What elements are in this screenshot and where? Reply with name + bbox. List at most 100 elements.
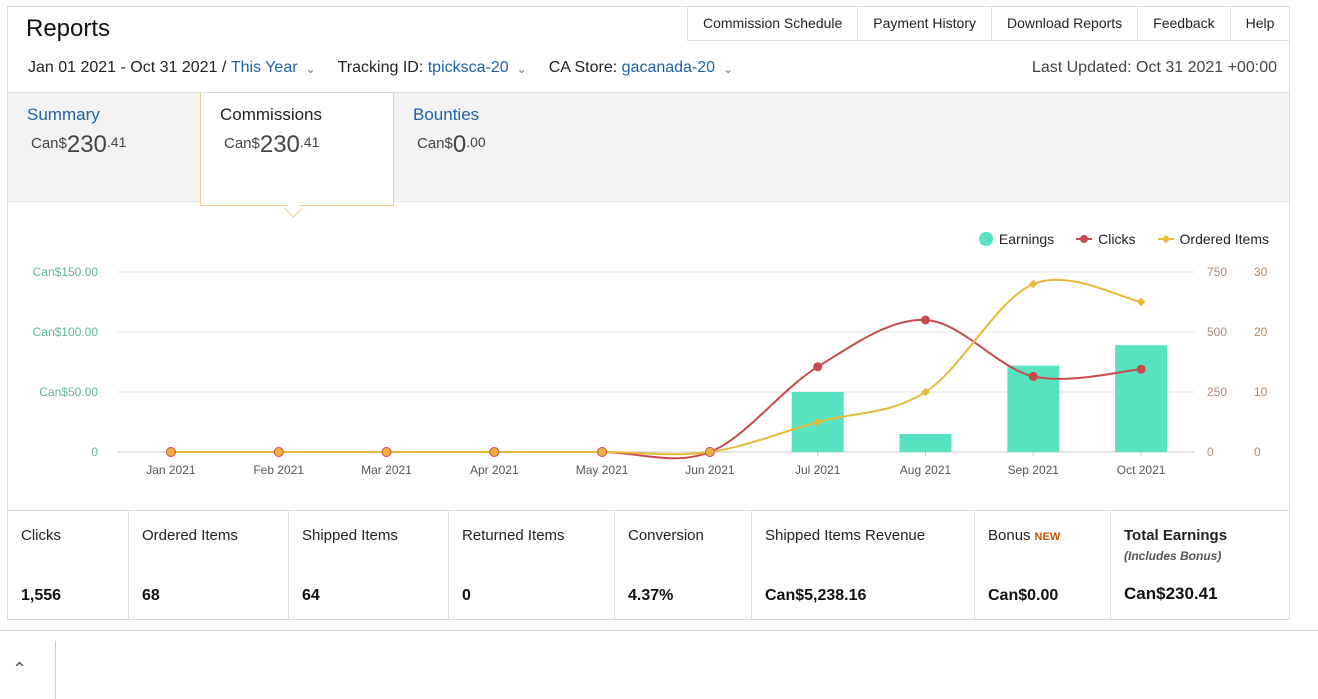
stat-label: Conversion (628, 527, 704, 544)
x-axis-tick-label: Jan 2021 (146, 463, 196, 477)
summary-whole: 230 (66, 131, 107, 158)
zero-point (273, 447, 284, 457)
earnings-bar (899, 434, 952, 452)
stat-value: Can$0.00 (988, 587, 1059, 604)
stat-returned-items: Returned Items 0 (449, 511, 615, 620)
download-reports-tab[interactable]: Download Reports (992, 6, 1139, 40)
ordered-axis-tick-label: 0 (1254, 445, 1261, 459)
clicks-axis-tick-label: 0 (1207, 445, 1214, 459)
zero-point (704, 447, 715, 457)
zero-point (597, 447, 608, 457)
stat-label: Shipped Items Revenue (765, 527, 926, 544)
earnings-legend-icon (978, 232, 993, 246)
clicks-point (921, 315, 930, 325)
stat-value: 1,556 (21, 587, 62, 604)
bonus-label: Bonus (988, 527, 1031, 544)
bounties-tab[interactable]: Bounties Can$0.00 (394, 93, 588, 201)
clicks-axis-tick-label: 500 (1207, 325, 1227, 339)
stat-label: Total Earnings (1124, 527, 1228, 544)
clicks-legend-icon (1076, 235, 1093, 243)
x-axis-tick-label: Feb 2021 (253, 463, 304, 477)
x-axis-tick-label: May 2021 (576, 463, 629, 477)
ordered-axis-tick-label: 20 (1254, 325, 1268, 339)
feedback-tab[interactable]: Feedback (1138, 6, 1231, 40)
legend-clicks[interactable]: Clicks (1076, 231, 1136, 247)
store-dropdown[interactable]: gacanada-20 (621, 59, 716, 76)
zero-point (489, 447, 500, 457)
x-axis-tick-label: Jun 2021 (685, 463, 735, 477)
stat-label: Ordered Items (142, 527, 238, 544)
chevron-down-icon[interactable]: ⌄ (516, 62, 527, 76)
legend-ordered-items-label: Ordered Items (1179, 231, 1269, 247)
commissions-tab-label: Commissions (220, 105, 323, 124)
left-axis-tick-label: Can$50.00 (39, 385, 98, 399)
commissions-whole: 230 (259, 131, 300, 158)
clicks-line (170, 318, 1142, 460)
stat-bonus: Bonus NEW Can$0.00 (975, 511, 1111, 620)
commissions-tab[interactable]: Commissions Can$230.41 (200, 93, 394, 206)
stat-shipped-items: Shipped Items 64 (289, 511, 449, 620)
commission-schedule-tab[interactable]: Commission Schedule (688, 6, 859, 40)
x-axis-tick-label: Mar 2021 (361, 463, 412, 477)
stat-shipped-revenue: Shipped Items Revenue Can$5,238.16 (752, 511, 975, 620)
new-badge: NEW (1034, 531, 1061, 543)
help-tab[interactable]: Help (1231, 6, 1291, 40)
clicks-point (1028, 371, 1038, 381)
left-axis-tick-label: 0 (91, 445, 98, 459)
bounties-amount: Can$0.00 (417, 131, 486, 159)
ordered-items-point (921, 387, 930, 397)
legend-earnings-label: Earnings (998, 231, 1055, 247)
commissions-decimal: .41 (299, 134, 320, 150)
chevron-down-icon[interactable]: ⌄ (305, 62, 316, 76)
filter-bar: Jan 01 2021 - Oct 31 2021 / This Year ⌄ … (28, 59, 755, 77)
ordered-items-point (1029, 279, 1038, 289)
summary-currency: Can$ (31, 135, 67, 152)
clicks-point (1136, 364, 1146, 374)
x-axis-tick-label: Sep 2021 (1008, 463, 1060, 477)
clicks-point (813, 362, 823, 372)
legend-earnings[interactable]: Earnings (978, 231, 1055, 247)
left-axis-tick-label: Can$100.00 (33, 325, 99, 339)
stat-label: Returned Items (462, 527, 565, 544)
stats-bar: Clicks 1,556 Ordered Items 68 Shipped It… (8, 510, 1289, 620)
chevron-up-icon[interactable]: ⌃ (12, 659, 28, 679)
ordered-items-line (170, 278, 1142, 456)
period-dropdown[interactable]: This Year (230, 59, 298, 76)
chevron-down-icon[interactable]: ⌄ (723, 62, 734, 76)
ordered-items-point (813, 417, 822, 427)
stat-label: Shipped Items (302, 527, 398, 544)
bounties-decimal: .00 (466, 134, 486, 150)
top-nav: Commission Schedule Payment History Down… (687, 6, 1291, 41)
summary-decimal: .41 (106, 134, 127, 150)
x-axis-tick-label: Jul 2021 (795, 463, 841, 477)
stat-value: 0 (462, 587, 471, 604)
ordered-axis-tick-label: 30 (1254, 265, 1268, 279)
summary-tab[interactable]: Summary Can$230.41 (8, 93, 200, 201)
left-axis-tick-label: Can$150.00 (33, 265, 99, 279)
stat-value: Can$5,238.16 (765, 587, 867, 604)
stat-clicks: Clicks 1,556 (8, 511, 129, 620)
commissions-currency: Can$ (224, 135, 260, 152)
date-separator: / (221, 59, 227, 76)
ordered-axis-tick-label: 10 (1254, 385, 1268, 399)
metric-tabs: Summary Can$230.41 Commissions Can$230.4… (8, 92, 1289, 206)
clicks-axis-tick-label: 750 (1207, 265, 1227, 279)
bottom-bar: ⌃ (0, 630, 1318, 699)
summary-amount: Can$230.41 (31, 131, 126, 159)
zero-point (165, 447, 176, 457)
ordered-items-legend-icon (1157, 234, 1174, 244)
x-axis-tick-label: Apr 2021 (470, 463, 519, 477)
stat-value: Can$230.41 (1124, 584, 1218, 603)
clicks-axis-tick-label: 250 (1207, 385, 1227, 399)
stat-label: Clicks (21, 527, 61, 544)
x-axis-tick-label: Aug 2021 (900, 463, 952, 477)
payment-history-tab[interactable]: Payment History (858, 6, 992, 40)
earnings-bar (1115, 345, 1168, 452)
stat-total-earnings: Total Earnings (Includes Bonus) Can$230.… (1111, 511, 1289, 620)
x-axis-tick-label: Oct 2021 (1117, 463, 1166, 477)
bounties-whole: 0 (452, 131, 467, 158)
last-updated: Last Updated: Oct 31 2021 +00:00 (1031, 59, 1277, 76)
legend-ordered-items[interactable]: Ordered Items (1157, 231, 1269, 247)
stat-sublabel: (Includes Bonus) (1124, 549, 1222, 563)
tracking-id-dropdown[interactable]: tpicksca-20 (427, 59, 509, 76)
